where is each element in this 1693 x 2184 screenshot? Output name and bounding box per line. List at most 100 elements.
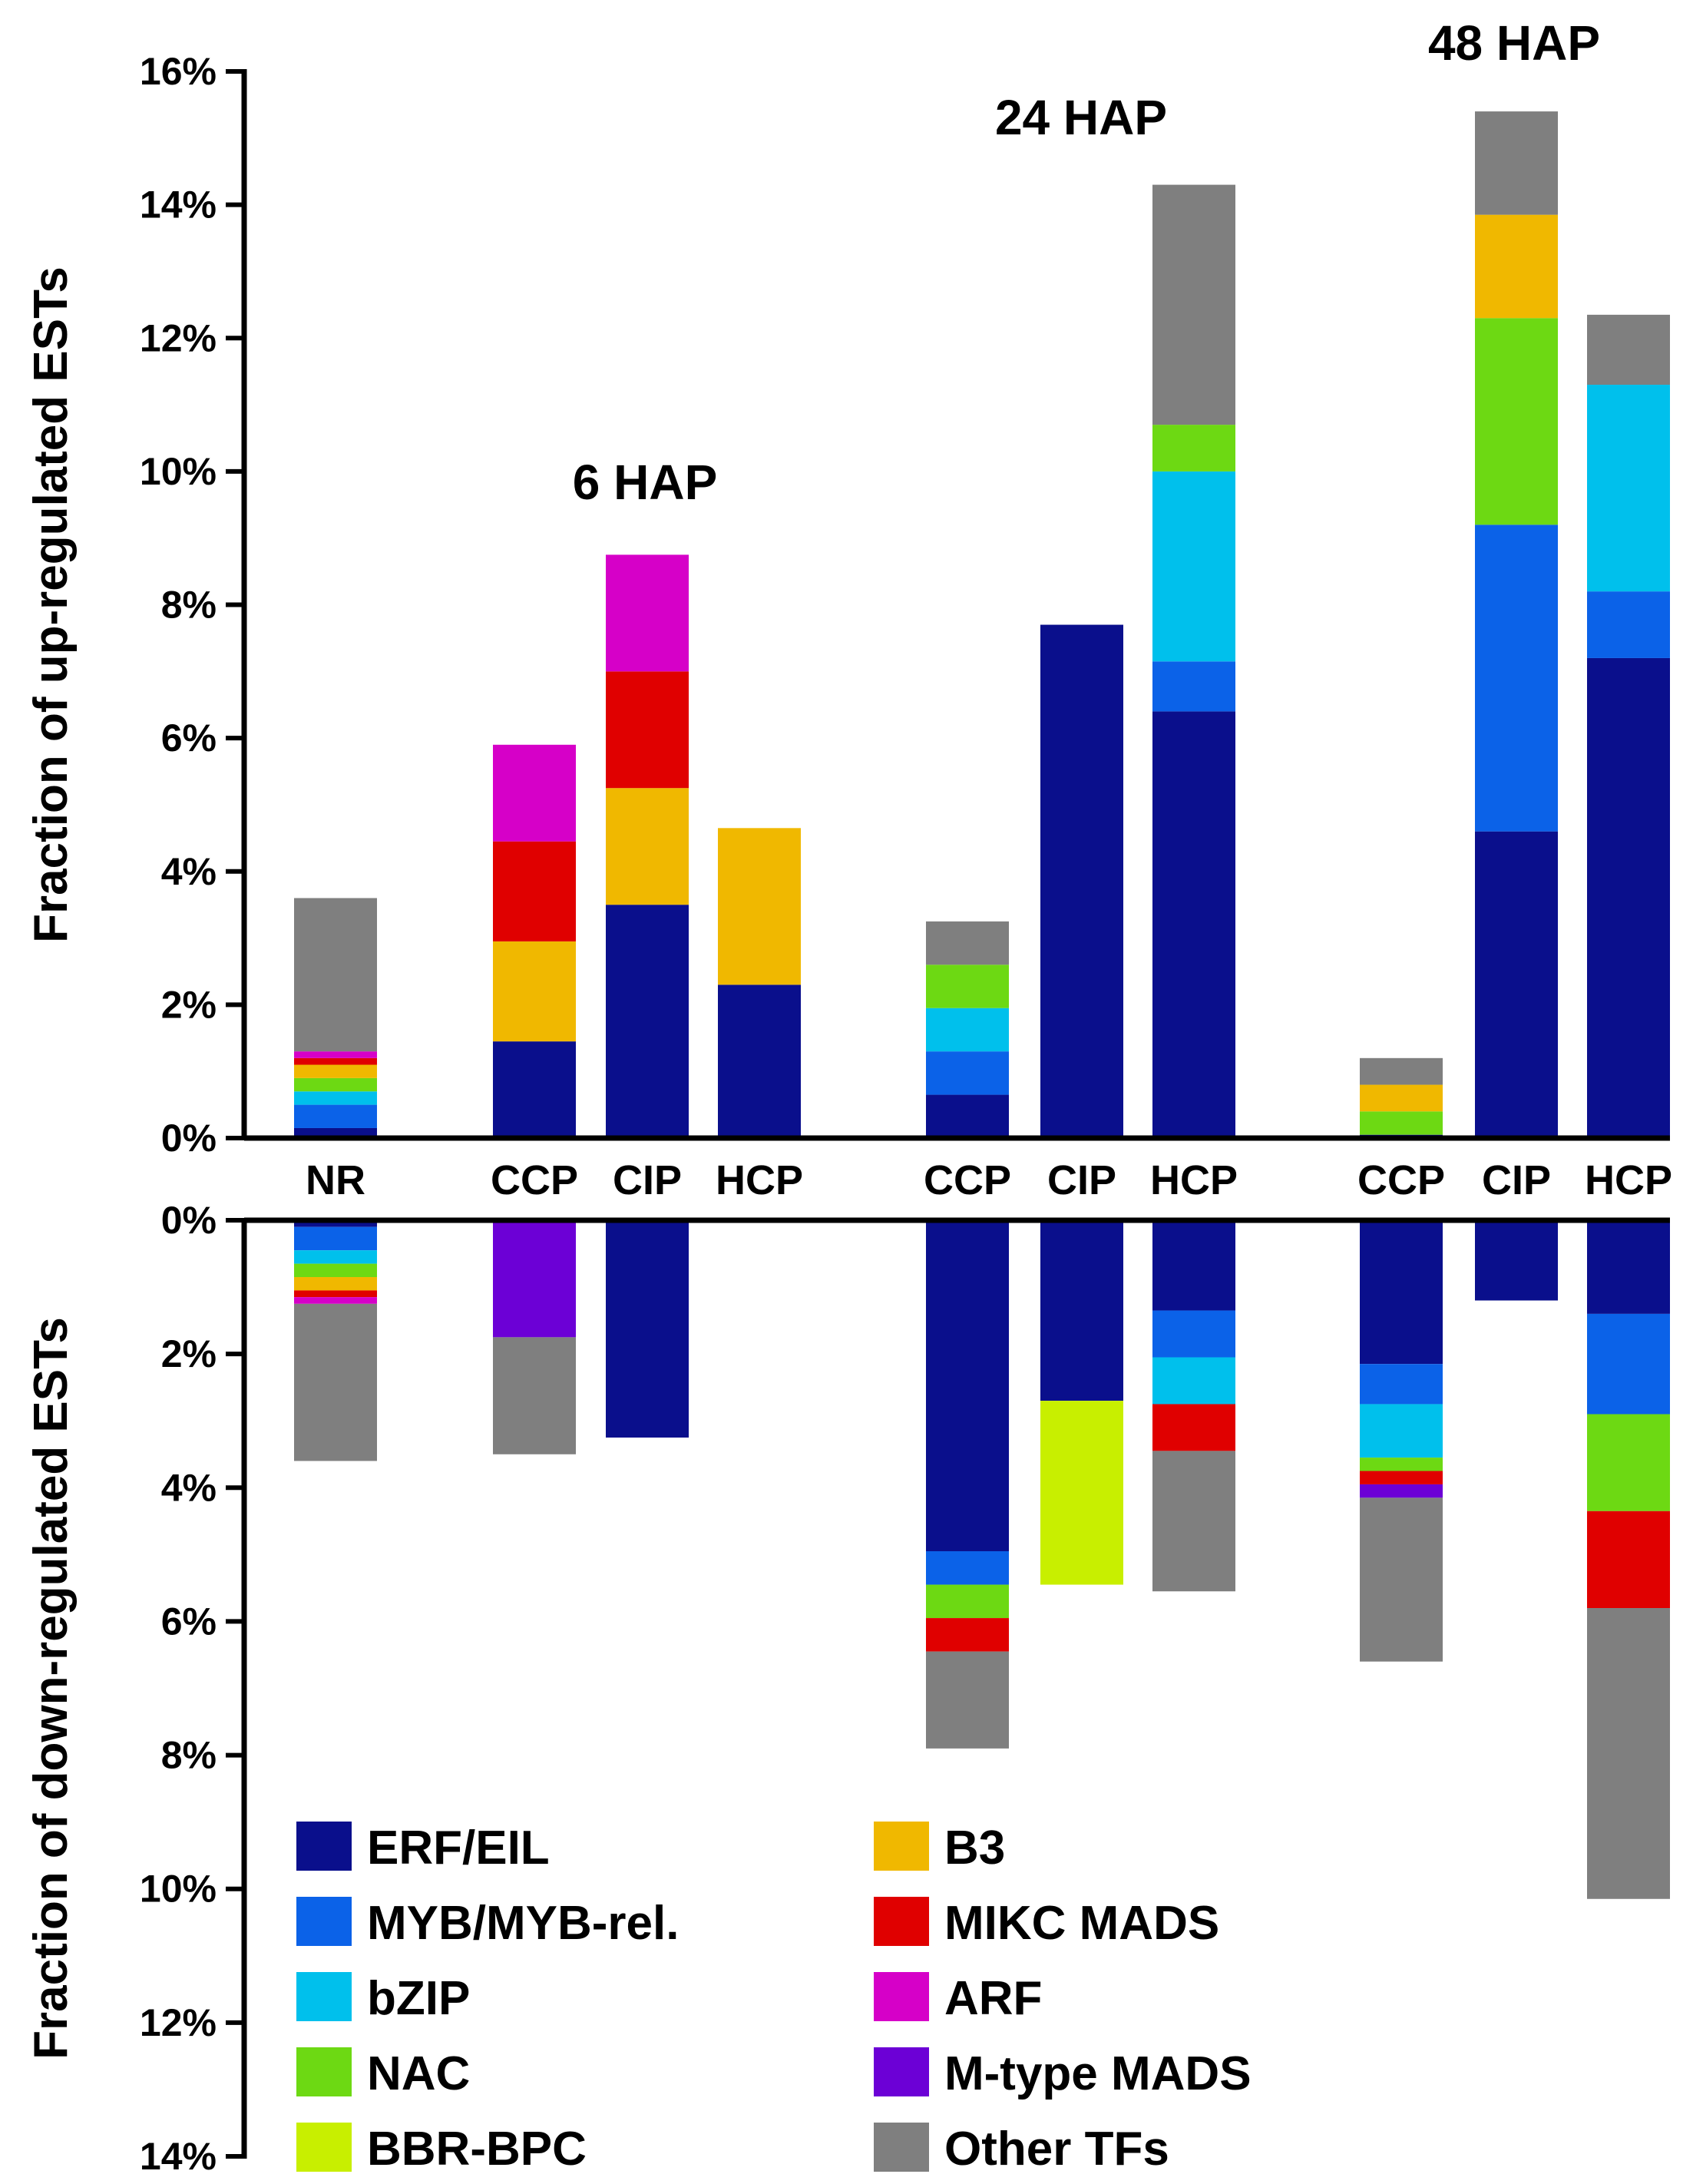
legend-label-1-4: Other TFs bbox=[944, 2123, 1169, 2176]
bar-up-9-1 bbox=[1587, 591, 1670, 658]
bar-down-7-2 bbox=[1360, 1404, 1443, 1458]
bar-down-4-6 bbox=[926, 1618, 1009, 1652]
bar-up-3-0 bbox=[718, 984, 801, 1138]
bar-up-9-9 bbox=[1587, 314, 1670, 386]
bar-up-6-9 bbox=[1152, 184, 1235, 425]
tick-label-up-3: 6% bbox=[161, 716, 217, 759]
bar-down-6-0 bbox=[1152, 1220, 1235, 1311]
bar-up-0-2 bbox=[294, 1091, 377, 1105]
bar-up-2-6 bbox=[606, 671, 689, 789]
bar-down-7-6 bbox=[1360, 1471, 1443, 1484]
legend-swatch-0-0 bbox=[296, 1822, 352, 1871]
category-label-4: CCP bbox=[924, 1157, 1011, 1203]
category-label-3: HCP bbox=[716, 1157, 803, 1203]
bar-down-0-1 bbox=[294, 1226, 377, 1251]
legend-label-0-1: MYB/MYB-rel. bbox=[367, 1897, 679, 1950]
legend-swatch-0-3 bbox=[296, 2047, 352, 2096]
bar-up-7-9 bbox=[1360, 1057, 1443, 1085]
bar-up-4-1 bbox=[926, 1051, 1009, 1095]
tick-label-up-6: 12% bbox=[140, 316, 217, 359]
bar-up-0-9 bbox=[294, 898, 377, 1052]
bar-down-7-3 bbox=[1360, 1458, 1443, 1471]
legend-swatch-1-4 bbox=[874, 2123, 929, 2172]
bar-down-8-0 bbox=[1475, 1220, 1558, 1301]
tick-label-down-2: 4% bbox=[161, 1466, 217, 1509]
bar-up-8-3 bbox=[1475, 318, 1558, 525]
legend-swatch-0-4 bbox=[296, 2123, 352, 2172]
bar-up-0-3 bbox=[294, 1077, 377, 1092]
bar-up-4-3 bbox=[926, 965, 1009, 1008]
bar-up-1-0 bbox=[493, 1041, 576, 1138]
bar-up-5-0 bbox=[1040, 624, 1123, 1138]
legend-label-1-0: B3 bbox=[944, 1822, 1005, 1875]
legend-swatch-1-3 bbox=[874, 2047, 929, 2096]
category-label-5: CIP bbox=[1047, 1157, 1116, 1203]
bar-up-4-0 bbox=[926, 1094, 1009, 1138]
bar-down-9-1 bbox=[1587, 1313, 1670, 1415]
y-axis-label-down: Fraction of down-regulated ESTs bbox=[25, 1317, 78, 2060]
bar-down-0-3 bbox=[294, 1263, 377, 1278]
legend-label-1-1: MIKC MADS bbox=[944, 1897, 1219, 1950]
bar-up-4-9 bbox=[926, 921, 1009, 965]
bar-down-4-9 bbox=[926, 1651, 1009, 1749]
category-label-9: HCP bbox=[1585, 1157, 1672, 1203]
bar-up-6-3 bbox=[1152, 425, 1235, 472]
tick-label-down-7: 14% bbox=[140, 2135, 217, 2178]
bar-up-7-3 bbox=[1360, 1111, 1443, 1135]
bar-up-0-7 bbox=[294, 1051, 377, 1058]
legend-label-1-2: ARF bbox=[944, 1972, 1042, 2025]
plot-area: 0% 2% 4% 6% 8% 10% 12% 14% 16% 0% 2% 4% 6% 8% 10% 12% 14… bbox=[25, 15, 1672, 2178]
bar-up-0-6 bbox=[294, 1057, 377, 1065]
bar-up-3-5 bbox=[718, 828, 801, 985]
bar-down-0-2 bbox=[294, 1250, 377, 1264]
legend-label-0-4: BBR-BPC bbox=[367, 2123, 587, 2176]
bar-down-9-3 bbox=[1587, 1414, 1670, 1511]
bar-down-0-6 bbox=[294, 1290, 377, 1298]
bars bbox=[294, 111, 1670, 1899]
legend-label-0-0: ERF/EIL bbox=[367, 1822, 550, 1875]
category-label-1: CCP bbox=[491, 1157, 578, 1203]
bar-down-1-8 bbox=[493, 1220, 576, 1338]
legend-swatch-1-1 bbox=[874, 1897, 929, 1946]
bar-down-9-9 bbox=[1587, 1608, 1670, 1899]
bar-up-1-6 bbox=[493, 841, 576, 941]
bar-down-7-9 bbox=[1360, 1497, 1443, 1662]
bar-up-9-0 bbox=[1587, 657, 1670, 1138]
tick-label-down-3: 6% bbox=[161, 1600, 217, 1643]
bar-up-2-0 bbox=[606, 905, 689, 1138]
tick-label-down-6: 12% bbox=[140, 2001, 217, 2044]
tick-label-down-1: 2% bbox=[161, 1332, 217, 1375]
bar-down-4-0 bbox=[926, 1220, 1009, 1552]
legend-swatch-1-2 bbox=[874, 1972, 929, 2021]
legend-label-0-3: NAC bbox=[367, 2047, 470, 2100]
bar-down-2-0 bbox=[606, 1220, 689, 1438]
legend-label-1-3: M-type MADS bbox=[944, 2047, 1252, 2100]
bar-up-9-2 bbox=[1587, 385, 1670, 592]
legend-label-0-2: bZIP bbox=[367, 1972, 470, 2025]
bar-up-6-1 bbox=[1152, 661, 1235, 712]
category-label-8: CIP bbox=[1482, 1157, 1551, 1203]
bar-up-4-2 bbox=[926, 1008, 1009, 1052]
bar-down-7-1 bbox=[1360, 1364, 1443, 1405]
bar-down-9-6 bbox=[1587, 1511, 1670, 1609]
category-label-2: CIP bbox=[613, 1157, 682, 1203]
bar-down-6-2 bbox=[1152, 1357, 1235, 1405]
tick-label-up-8: 16% bbox=[140, 50, 217, 93]
category-label-0: NR bbox=[306, 1157, 365, 1203]
bar-up-0-5 bbox=[294, 1064, 377, 1078]
group-label-1: 24 HAP bbox=[995, 90, 1167, 145]
legend-swatch-0-1 bbox=[296, 1897, 352, 1946]
bar-down-6-6 bbox=[1152, 1404, 1235, 1451]
tick-label-up-7: 14% bbox=[140, 184, 217, 227]
tick-label-up-5: 10% bbox=[140, 450, 217, 493]
bar-up-6-2 bbox=[1152, 471, 1235, 662]
bar-down-7-8 bbox=[1360, 1484, 1443, 1498]
bar-up-2-5 bbox=[606, 788, 689, 905]
bar-up-8-9 bbox=[1475, 111, 1558, 215]
category-label-7: CCP bbox=[1357, 1157, 1445, 1203]
axes: 0% 2% 4% 6% 8% 10% 12% 14% 16% 0% 2% 4% 6% 8% 10% 12% 14… bbox=[25, 15, 1672, 2178]
legend-swatch-0-2 bbox=[296, 1972, 352, 2021]
bar-down-0-7 bbox=[294, 1297, 377, 1304]
tick-label-up-2: 4% bbox=[161, 850, 217, 893]
bar-down-0-5 bbox=[294, 1277, 377, 1291]
